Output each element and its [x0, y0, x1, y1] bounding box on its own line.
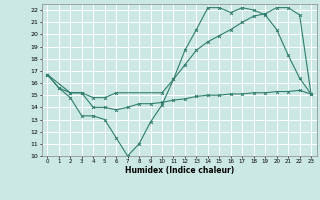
X-axis label: Humidex (Indice chaleur): Humidex (Indice chaleur) — [124, 166, 234, 175]
